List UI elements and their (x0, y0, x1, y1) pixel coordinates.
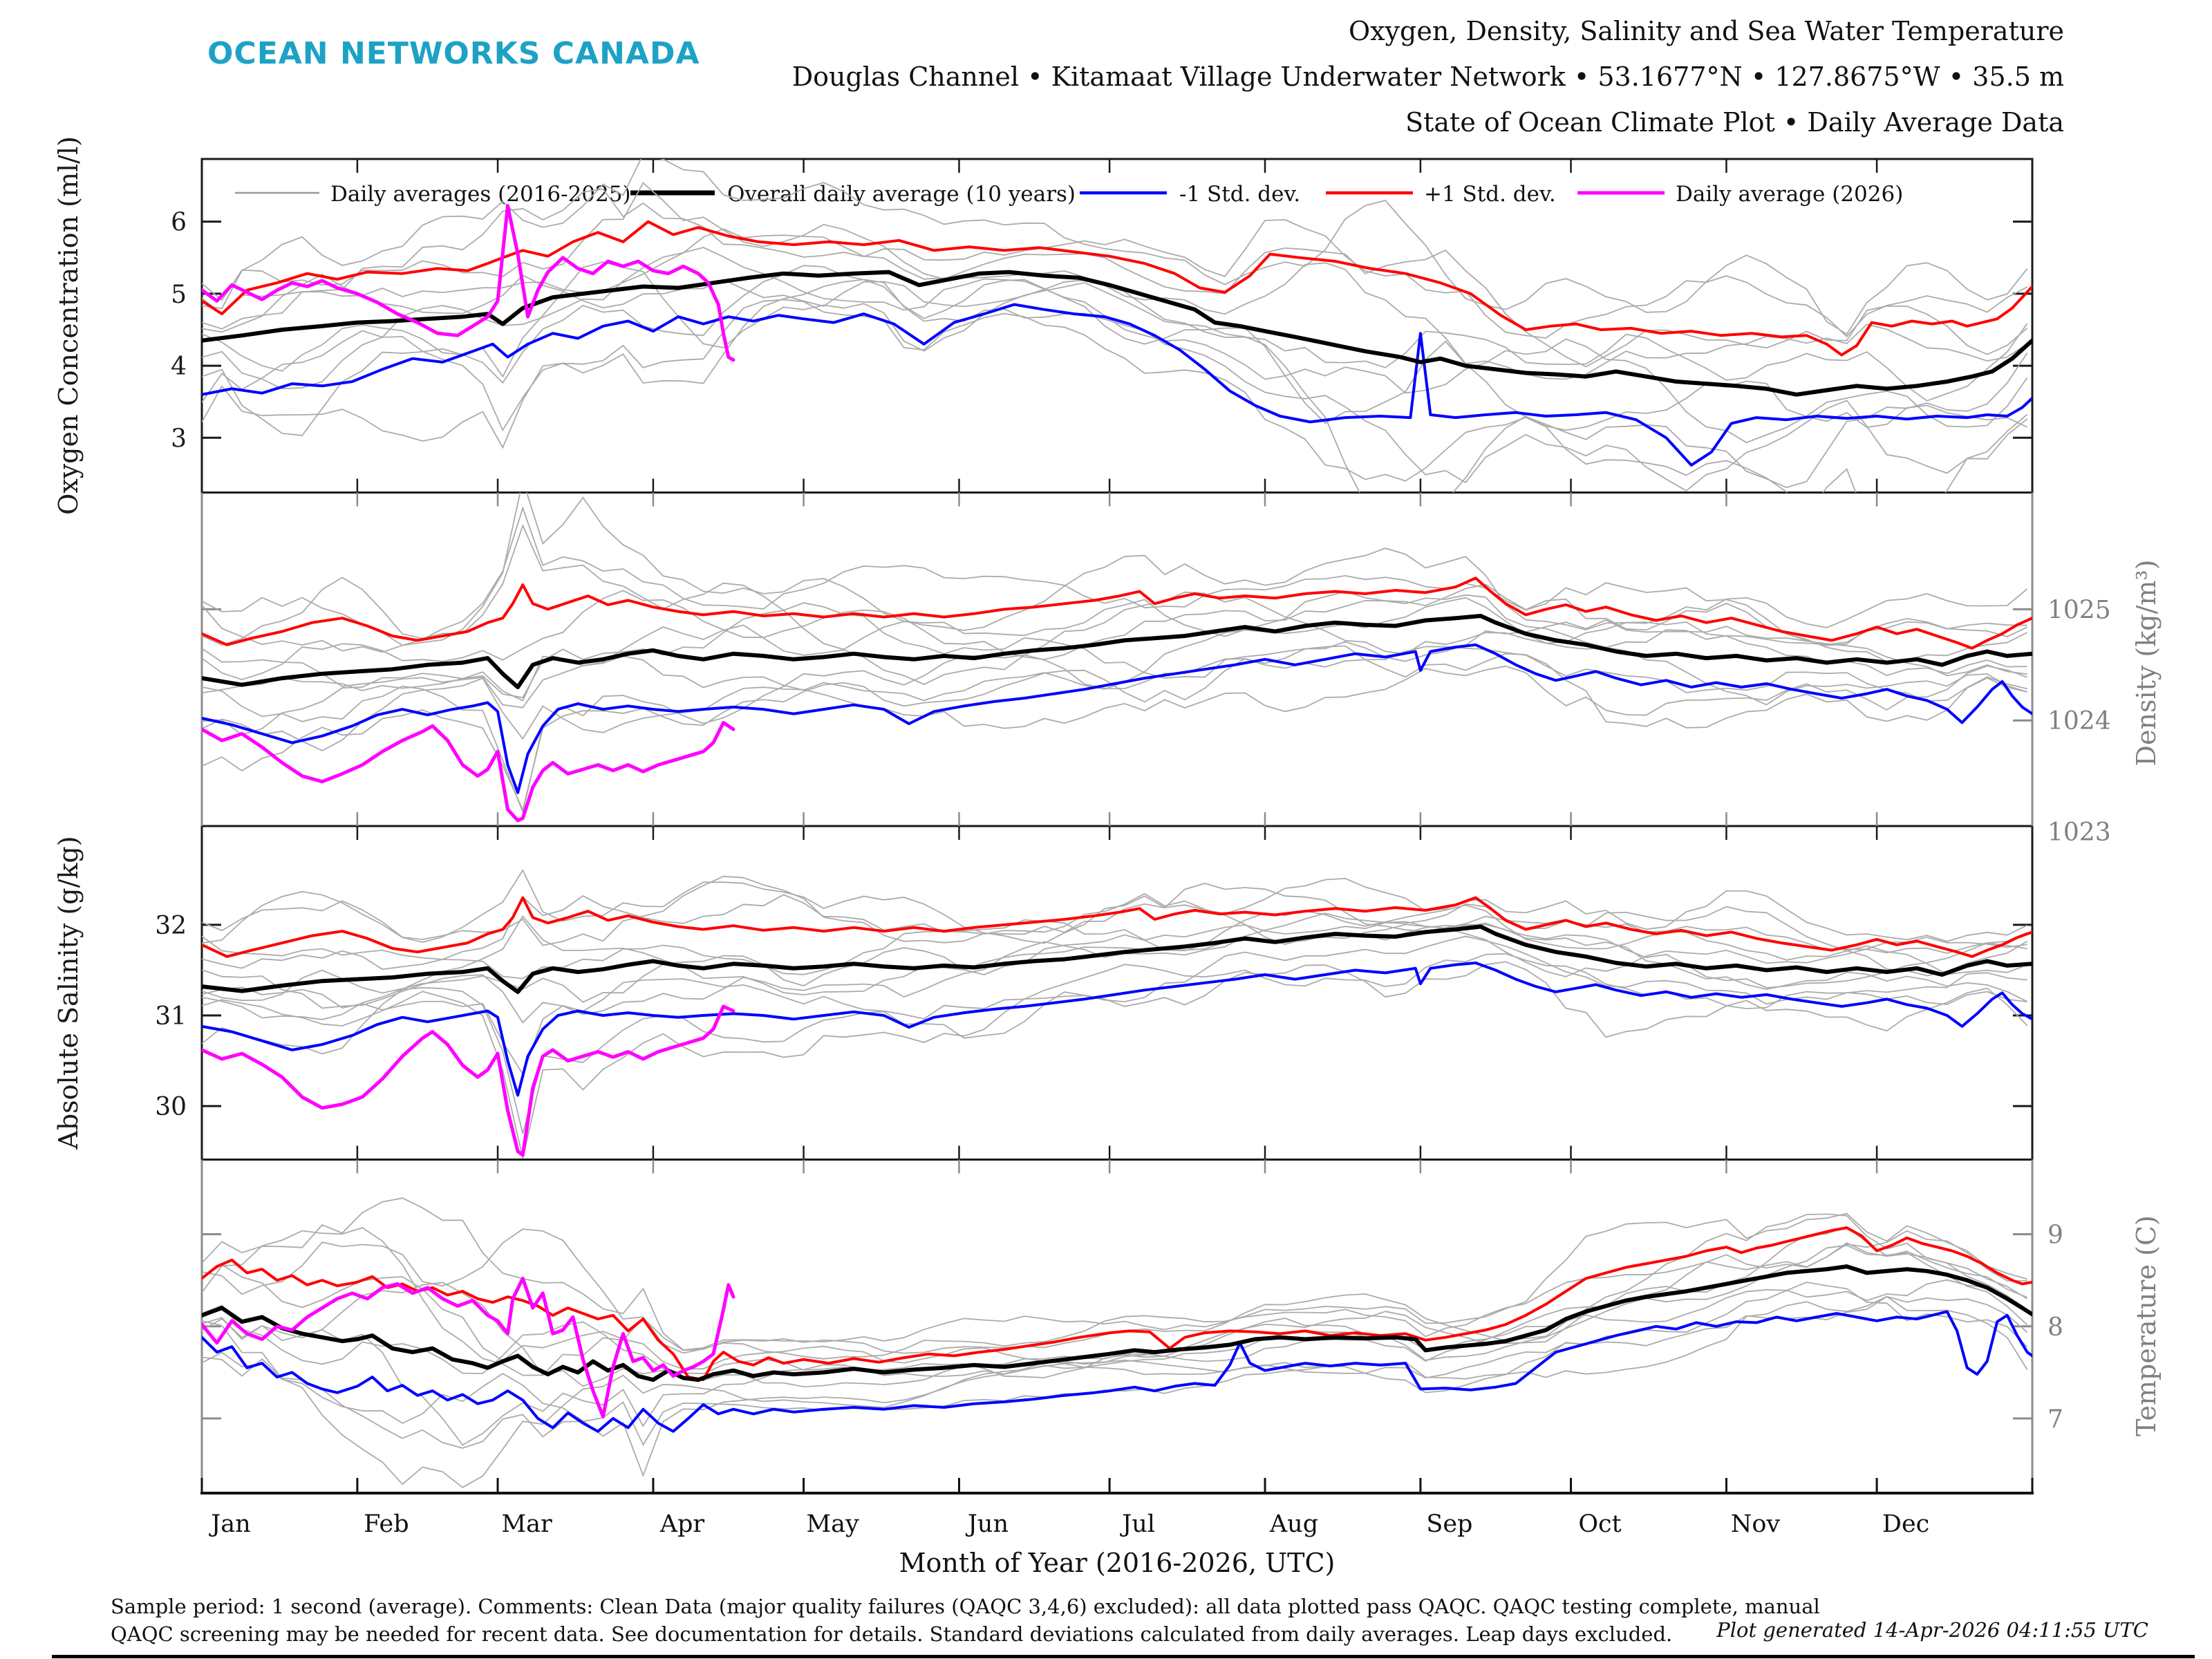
oxygen-tick-label: 6 (171, 209, 187, 237)
ensemble-line (202, 299, 2028, 493)
series-plus_std (202, 577, 2032, 650)
ensemble-line (202, 935, 2027, 1159)
density-tick-label: 1023 (2047, 818, 2111, 847)
salinity-tick-label: 32 (155, 912, 187, 940)
x-axis-title: Month of Year (2016-2026, UTC) (899, 1548, 1335, 1578)
ensemble-line (202, 869, 2028, 944)
density-tick-label: 1025 (2047, 596, 2111, 624)
series-minus_std (202, 962, 2032, 1097)
ensemble-line (202, 182, 2028, 368)
ensemble-line (202, 1281, 2028, 1478)
ensemble-line (202, 875, 2028, 977)
series-plus_std (202, 1226, 2032, 1382)
ensemble-line (202, 523, 2028, 650)
ensemble-line (202, 1242, 2028, 1378)
series-plus_std (202, 896, 2032, 958)
month-label: Jul (1120, 1510, 1155, 1538)
ensemble-line (202, 1228, 2027, 1360)
ensemble-line (202, 892, 2027, 980)
oxygen-tick-label: 5 (171, 281, 187, 309)
bottom-edge-bar (52, 1655, 2195, 1658)
legend-label-plus-std: +1 Std. dev. (1424, 182, 1556, 207)
series-current_year (202, 1276, 735, 1418)
ensemble-line (202, 506, 2028, 663)
ensemble-line (202, 279, 2028, 491)
ensemble-line (202, 159, 2028, 335)
month-label: May (806, 1510, 859, 1538)
chart-title-line-1: Oxygen, Density, Salinity and Sea Water … (1349, 16, 2064, 46)
ensemble-line (202, 894, 2027, 971)
plot-generated-timestamp: Plot generated 14-Apr-2026 04:11:55 UTC (1716, 1618, 2148, 1642)
ensemble-line (202, 1197, 2027, 1351)
series-mean (202, 614, 2032, 689)
ensemble-line (202, 646, 2027, 814)
ensemble-line (202, 915, 2028, 1020)
month-label: Dec (1882, 1510, 1929, 1538)
density-series-group (202, 492, 2032, 823)
salinity-series-group (202, 869, 2032, 1159)
month-label: Aug (1269, 1510, 1318, 1538)
panel-frame-salinity (200, 825, 2034, 1161)
temperature-axis-title: Temperature (C) (2131, 1215, 2162, 1436)
density-tick-label: 1024 (2047, 707, 2111, 735)
month-label: Jan (209, 1510, 250, 1538)
series-mean (202, 1264, 2032, 1382)
temperature-series-group (202, 1197, 2032, 1488)
series-current_year (202, 204, 735, 362)
density-axis-title: Density (kg/m³) (2131, 560, 2162, 767)
series-current_year (202, 1004, 735, 1157)
temperature-tick-label: 8 (2047, 1313, 2063, 1342)
ensemble-line (202, 590, 2027, 681)
footer-line-1: Sample period: 1 second (average). Comme… (111, 1595, 1820, 1618)
chart-layer: 6 5 4 3 1025 1024 1023 32 31 30 9 8 7 Jan Feb Mar Apr May… (155, 158, 2111, 1538)
ensemble-line (202, 597, 2027, 735)
ensemble-line (202, 602, 2027, 699)
series-mean (202, 924, 2032, 994)
ensemble-line (202, 247, 2028, 444)
ensemble-line (202, 645, 2027, 812)
ensemble-line (202, 953, 2027, 1076)
month-label: Apr (659, 1510, 705, 1538)
oxygen-series-group (202, 159, 2032, 493)
series-minus_std (202, 303, 2032, 467)
series-current_year (202, 720, 735, 823)
month-label: Jun (966, 1510, 1009, 1538)
ensemble-line (202, 265, 2028, 489)
series-plus_std (202, 220, 2032, 357)
oxygen-axis-title: Oxygen Concentration (ml/l) (53, 136, 84, 515)
month-label: Nov (1731, 1510, 1781, 1538)
ensemble-line (202, 1279, 2028, 1446)
chart-title-line-2: Douglas Channel • Kitamaat Village Under… (792, 62, 2064, 92)
oxygen-tick-label: 3 (171, 424, 187, 453)
month-label: Oct (1578, 1510, 1621, 1538)
salinity-tick-label: 30 (155, 1093, 187, 1121)
temperature-tick-label: 9 (2047, 1221, 2063, 1249)
ensemble-line (202, 591, 2027, 709)
footer-line-2: QAQC screening may be needed for recent … (111, 1622, 1672, 1646)
legend-label-current-year: Daily average (2026) (1676, 182, 1903, 207)
salinity-axis-title: Absolute Salinity (g/kg) (53, 836, 84, 1150)
ensemble-line (202, 492, 2028, 646)
oxygen-tick-label: 4 (171, 353, 187, 381)
month-label: Feb (364, 1510, 409, 1538)
legend: Daily averages (2016-2025) Overall daily… (235, 182, 1903, 207)
month-label: Sep (1426, 1510, 1472, 1538)
ensemble-line (202, 665, 2027, 752)
ensemble-line (202, 1295, 2028, 1488)
ensemble-line (202, 912, 2028, 1024)
legend-label-minus-std: -1 Std. dev. (1179, 182, 1300, 207)
series-minus_std (202, 643, 2032, 794)
month-label: Mar (501, 1510, 552, 1538)
ensemble-line (202, 228, 2028, 380)
legend-label-overall-average: Overall daily average (10 years) (727, 182, 1076, 207)
panel-frame-oxygen (200, 158, 2034, 494)
onc-logo: OCEAN NETWORKS CANADA (207, 36, 700, 71)
temperature-tick-label: 7 (2047, 1405, 2063, 1434)
chart-title-line-3: State of Ocean Climate Plot • Daily Aver… (1405, 107, 2064, 138)
salinity-tick-label: 31 (155, 1002, 187, 1031)
series-minus_std (202, 1310, 2032, 1433)
ensemble-line (202, 961, 2028, 1134)
